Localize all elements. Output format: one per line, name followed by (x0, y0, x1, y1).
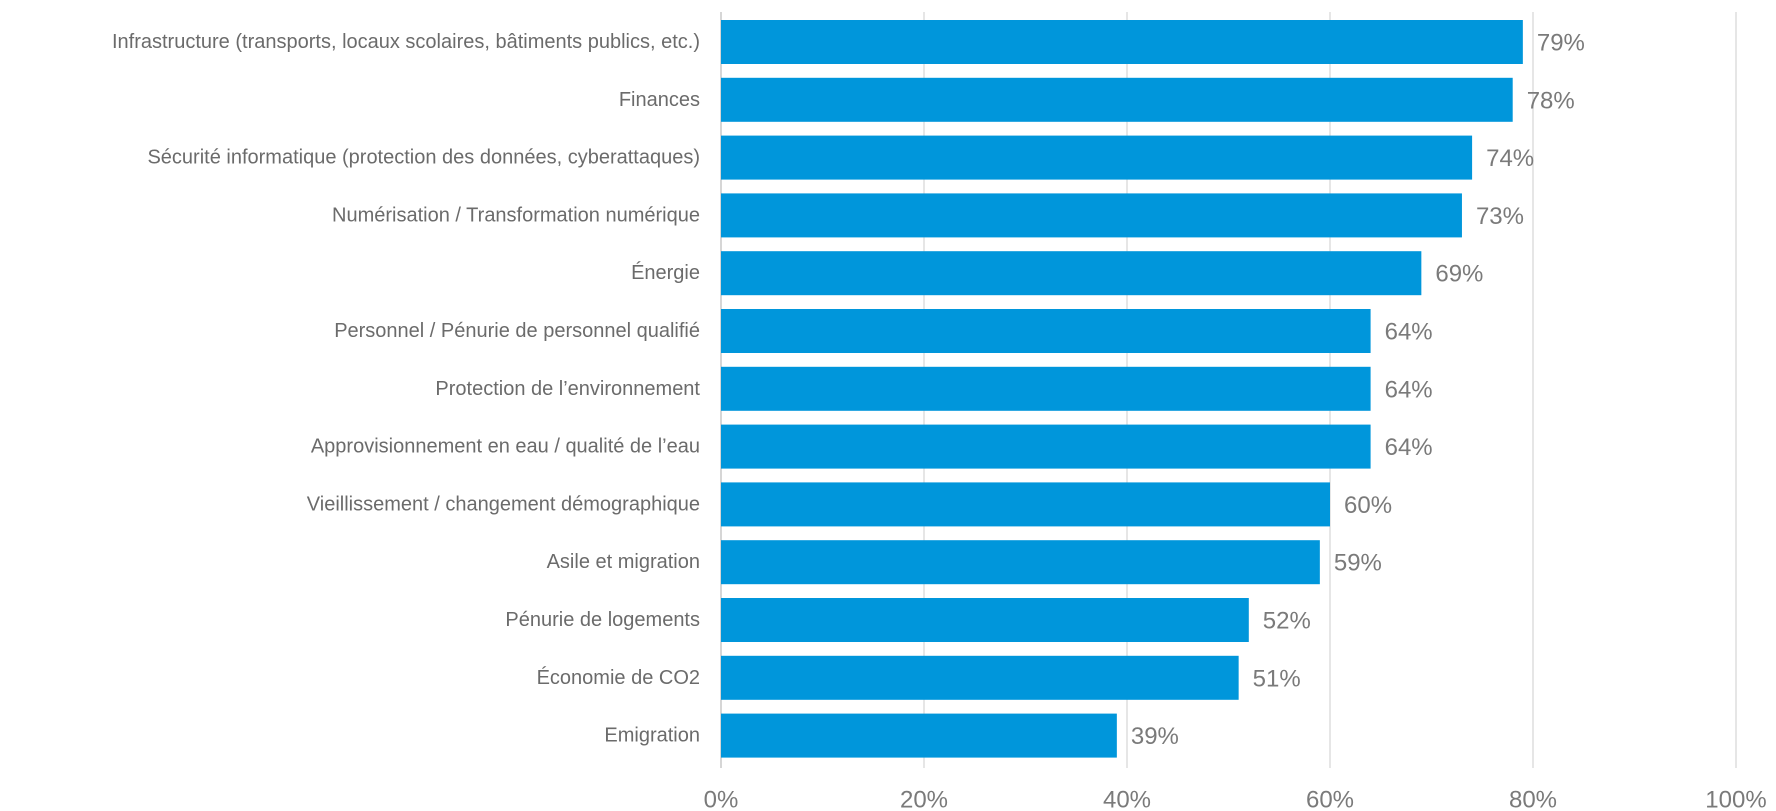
category-label: Énergie (631, 261, 700, 284)
data-label: 51% (1253, 665, 1301, 692)
data-label: 64% (1385, 376, 1433, 403)
x-tick-label: 100% (1705, 787, 1766, 811)
bar-5 (721, 309, 1371, 353)
data-label: 59% (1334, 550, 1382, 577)
bar-12 (721, 713, 1117, 758)
x-tick-label: 80% (1509, 787, 1557, 811)
bar-11 (721, 655, 1239, 700)
category-label: Numérisation / Transformation numérique (332, 204, 700, 226)
category-label: Infrastructure (transports, locaux scola… (112, 31, 700, 53)
data-label: 64% (1385, 319, 1433, 346)
x-tick-label: 40% (1103, 787, 1151, 811)
data-label: 69% (1435, 261, 1483, 288)
x-tick-label: 20% (900, 787, 948, 811)
category-label: Emigration (604, 725, 700, 747)
bar-3 (721, 193, 1462, 238)
data-label: 64% (1385, 434, 1433, 461)
data-label: 74% (1486, 145, 1534, 172)
data-label: 78% (1527, 87, 1575, 114)
category-label: Sécurité informatique (protection des do… (147, 147, 700, 169)
bar-10 (721, 598, 1249, 642)
category-label: Protection de l’environnement (435, 378, 700, 400)
category-label: Asile et migration (547, 551, 700, 573)
bar-4 (721, 251, 1422, 296)
category-label: Vieillissement / changement démographiqu… (307, 493, 700, 515)
data-label: 79% (1537, 30, 1585, 57)
bar-1 (721, 77, 1513, 122)
category-label: Économie de CO2 (537, 666, 700, 689)
data-label: 60% (1344, 492, 1392, 519)
category-label: Approvisionnement en eau / qualité de l’… (311, 436, 700, 458)
bar-9 (721, 540, 1320, 585)
data-label: 73% (1476, 203, 1524, 230)
bar-2 (721, 135, 1473, 180)
data-label: 39% (1131, 723, 1179, 750)
x-tick-label: 0% (704, 787, 739, 811)
bar-7 (721, 424, 1371, 469)
bar-8 (721, 482, 1330, 527)
category-label: Finances (619, 89, 700, 111)
category-label: Personnel / Pénurie de personnel qualifi… (334, 320, 700, 342)
bar-0 (721, 20, 1523, 64)
data-label: 52% (1263, 608, 1311, 635)
category-label: Pénurie de logements (505, 609, 700, 631)
bar-6 (721, 366, 1371, 411)
x-tick-label: 60% (1306, 787, 1354, 811)
